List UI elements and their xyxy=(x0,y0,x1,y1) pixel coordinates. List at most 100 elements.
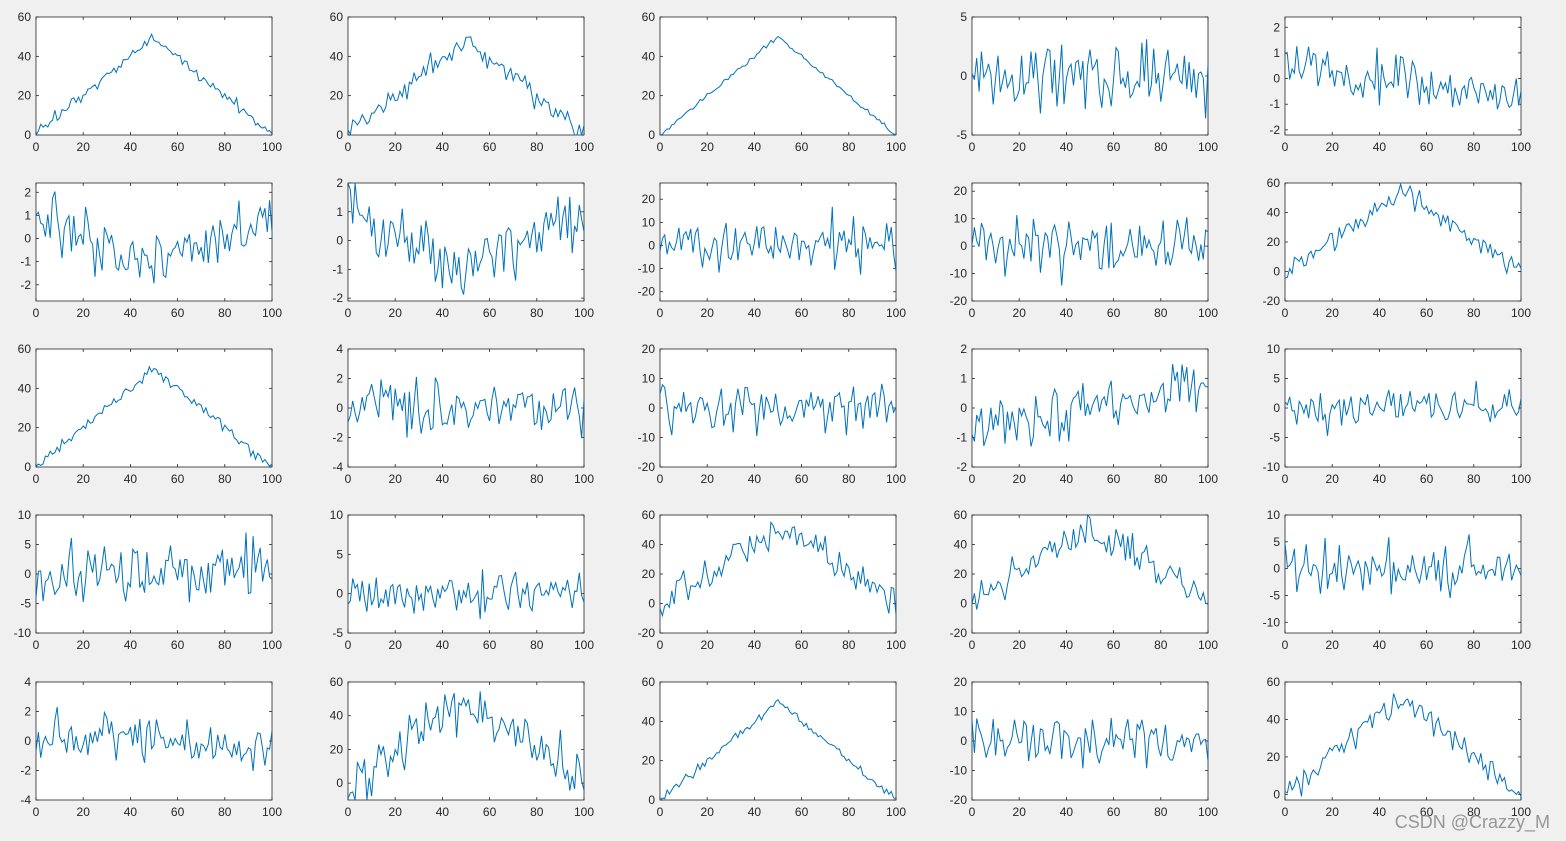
y-tick-label: 0 xyxy=(24,232,31,246)
x-tick-label: 0 xyxy=(33,805,40,819)
series-line xyxy=(35,706,273,771)
plot-area xyxy=(971,681,1209,801)
y-tick-label: 10 xyxy=(954,705,968,719)
plot-area xyxy=(659,514,897,634)
subplot-2-2: 0 20 40 60 80 100 -2 -1 0 1 2 xyxy=(332,176,594,320)
y-tick-label: 40 xyxy=(642,714,656,728)
y-tick-label: 10 xyxy=(1267,342,1281,356)
x-tick-label: 20 xyxy=(1326,638,1340,652)
x-tick-label: 20 xyxy=(389,306,403,320)
y-tick-label: 60 xyxy=(330,10,344,24)
x-tick-label: 0 xyxy=(969,805,976,819)
series-line xyxy=(971,513,1209,610)
watermark: CSDN @Crazzy_M xyxy=(1394,812,1550,832)
series-line xyxy=(1284,693,1522,797)
y-tick-label: -20 xyxy=(950,294,968,308)
y-tick-label: -2 xyxy=(20,764,31,778)
y-tick-label: 2 xyxy=(960,342,967,356)
x-tick-label: 20 xyxy=(701,306,715,320)
y-tick-label: 1 xyxy=(336,205,343,219)
y-tick-label: 0 xyxy=(648,128,655,142)
y-tick-label: -1 xyxy=(1269,97,1280,111)
subplot-2-3: 0 20 40 60 80 100 -20 -10 0 10 20 xyxy=(638,182,906,320)
x-tick-label: 100 xyxy=(1511,140,1531,154)
x-tick-label: 20 xyxy=(1326,140,1340,154)
y-tick-label: 0 xyxy=(960,401,967,415)
x-tick-label: 40 xyxy=(1373,805,1387,819)
subplot-1-5: 0 20 40 60 80 100 -2 -1 0 1 2 xyxy=(1269,16,1531,154)
x-tick-label: 100 xyxy=(574,140,594,154)
y-tick-label: 20 xyxy=(954,567,968,581)
y-tick-label: 4 xyxy=(336,342,343,356)
x-tick-label: 80 xyxy=(218,638,232,652)
subplot-5-1: 0 20 40 60 80 100 -4 -2 0 2 4 xyxy=(20,675,282,819)
x-tick-label: 40 xyxy=(748,472,762,486)
series-line xyxy=(971,215,1209,286)
y-tick-label: -5 xyxy=(20,597,31,611)
y-tick-label: 10 xyxy=(1267,508,1281,522)
x-tick-label: 20 xyxy=(389,472,403,486)
y-tick-label: 20 xyxy=(954,675,968,689)
x-tick-label: 40 xyxy=(1060,805,1074,819)
x-tick-label: 0 xyxy=(969,306,976,320)
y-tick-label: 2 xyxy=(24,185,31,199)
x-tick-label: 20 xyxy=(77,638,91,652)
x-tick-label: 100 xyxy=(886,472,906,486)
x-tick-label: 60 xyxy=(1107,638,1121,652)
y-tick-label: 1 xyxy=(24,208,31,222)
x-tick-label: 80 xyxy=(842,306,856,320)
y-tick-label: 20 xyxy=(330,89,344,103)
y-tick-label: 2 xyxy=(1273,20,1280,34)
x-tick-label: 80 xyxy=(218,805,232,819)
y-tick-label: -10 xyxy=(1263,615,1281,629)
plot-area xyxy=(659,16,897,136)
series-line xyxy=(1284,46,1522,110)
subplot-5-5: 0 20 40 60 80 100 0 20 40 60 xyxy=(1267,675,1532,819)
y-tick-label: 0 xyxy=(336,234,343,248)
x-tick-label: 80 xyxy=(1154,140,1168,154)
x-tick-label: 100 xyxy=(886,805,906,819)
y-tick-label: -10 xyxy=(950,267,968,281)
y-tick-label: 40 xyxy=(642,538,656,552)
x-tick-label: 20 xyxy=(1013,805,1027,819)
y-tick-label: -1 xyxy=(956,431,967,445)
y-tick-label: 0 xyxy=(960,69,967,83)
x-tick-label: 0 xyxy=(345,805,352,819)
y-tick-label: -5 xyxy=(1269,431,1280,445)
plot-area xyxy=(971,182,1209,302)
x-tick-label: 60 xyxy=(795,805,809,819)
series-line xyxy=(347,569,585,620)
y-tick-label: -20 xyxy=(950,626,968,640)
x-tick-label: 40 xyxy=(436,306,450,320)
y-tick-label: 5 xyxy=(1273,372,1280,386)
plot-area xyxy=(35,514,273,634)
plot-area xyxy=(1284,514,1522,634)
series-line xyxy=(971,39,1209,119)
x-tick-label: 100 xyxy=(1511,306,1531,320)
x-tick-label: 40 xyxy=(124,638,138,652)
x-tick-label: 0 xyxy=(33,140,40,154)
x-tick-label: 60 xyxy=(1107,140,1121,154)
x-tick-label: 100 xyxy=(574,805,594,819)
series-line xyxy=(971,717,1209,769)
plot-area xyxy=(659,681,897,801)
x-tick-label: 40 xyxy=(748,805,762,819)
y-tick-label: -5 xyxy=(956,128,967,142)
x-tick-label: 60 xyxy=(171,638,185,652)
series-line xyxy=(35,191,273,284)
subplot-3-5: 0 20 40 60 80 100 -10 -5 0 5 10 xyxy=(1263,342,1532,486)
y-tick-label: 0 xyxy=(648,401,655,415)
subplot-2-4: 0 20 40 60 80 100 -20 -10 0 10 20 xyxy=(950,182,1218,320)
x-tick-label: 40 xyxy=(1373,140,1387,154)
y-tick-label: 20 xyxy=(18,421,32,435)
x-tick-label: 0 xyxy=(33,472,40,486)
y-tick-label: 60 xyxy=(18,342,32,356)
y-tick-label: 40 xyxy=(330,709,344,723)
y-tick-label: 2 xyxy=(24,705,31,719)
x-tick-label: 80 xyxy=(1154,805,1168,819)
y-tick-label: 40 xyxy=(954,538,968,552)
x-tick-label: 80 xyxy=(842,472,856,486)
x-tick-label: 0 xyxy=(33,638,40,652)
x-tick-label: 80 xyxy=(1154,306,1168,320)
